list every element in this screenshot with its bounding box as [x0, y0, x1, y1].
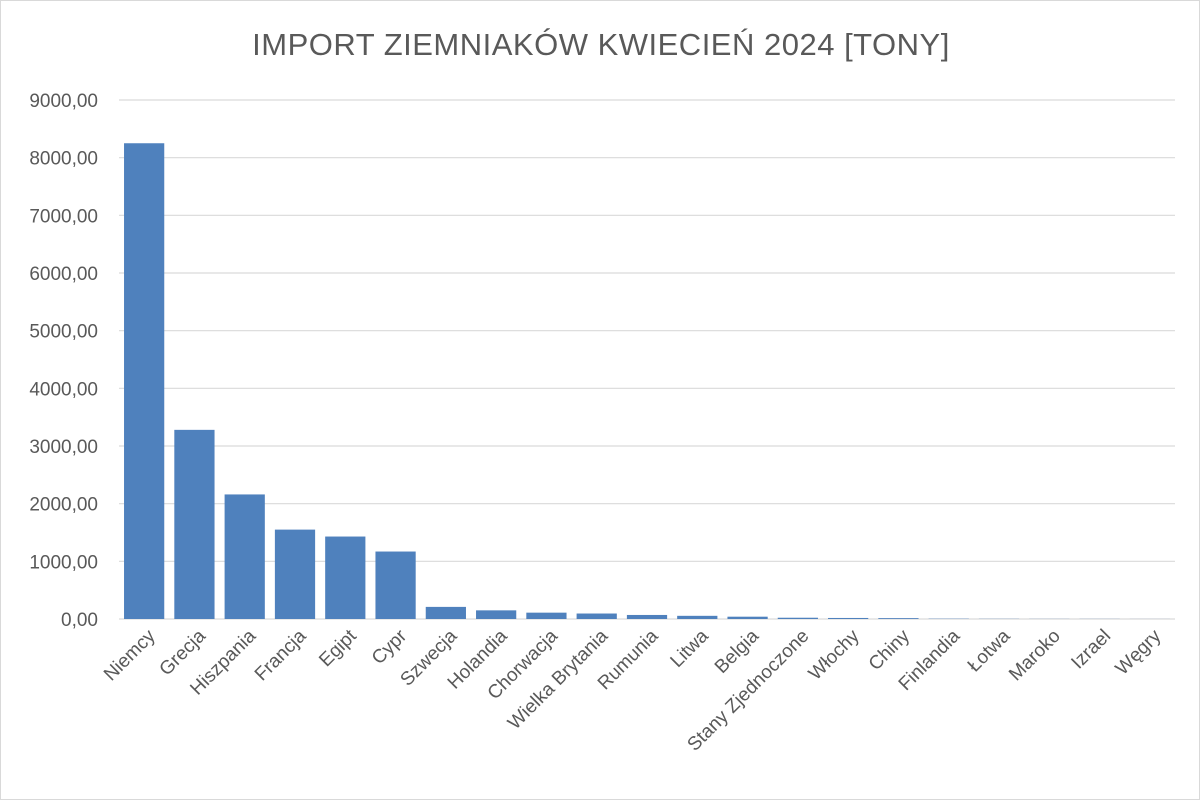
y-tick-label: 9000,00: [29, 91, 98, 112]
y-tick-label: 0,00: [61, 610, 98, 631]
bar-holandia: [476, 610, 516, 619]
y-tick-label: 6000,00: [29, 264, 98, 285]
bar-belgia: [727, 617, 767, 619]
x-category-label: Cypr: [368, 625, 412, 669]
bar-hiszpania: [225, 494, 265, 619]
y-tick-label: 2000,00: [29, 495, 98, 516]
y-tick-label: 5000,00: [29, 322, 98, 343]
bar-grecja: [174, 430, 214, 619]
bar-stany-zjednoczone: [778, 618, 818, 619]
bar-szwecja: [426, 607, 466, 619]
x-category-label: Izrael: [1067, 626, 1115, 674]
bar-egipt: [325, 537, 365, 619]
y-tick-label: 7000,00: [29, 206, 98, 227]
x-category-label: Węgry: [1112, 625, 1166, 679]
bar-litwa: [677, 616, 717, 619]
bar-cypr: [375, 552, 415, 619]
x-category-label: Francja: [251, 625, 311, 685]
y-axis-tick-labels: 0,00 1000,00 2000,00 3000,00 4000,00 5000,00 6…: [29, 91, 98, 631]
bars: [124, 143, 1170, 619]
y-tick-label: 1000,00: [29, 552, 98, 573]
x-category-label: Egipt: [315, 625, 361, 671]
bar-rumunia: [627, 615, 667, 619]
bar-francja: [275, 530, 315, 619]
y-tick-label: 3000,00: [29, 437, 98, 458]
y-tick-label: 4000,00: [29, 379, 98, 400]
bar-niemcy: [124, 143, 164, 619]
bar-wielka-brytania: [577, 614, 617, 619]
bar-chorwacja: [526, 613, 566, 619]
bar-włochy: [828, 618, 868, 619]
y-tick-label: 8000,00: [29, 149, 98, 170]
x-category-label: Litwa: [667, 625, 714, 672]
x-category-label: Maroko: [1005, 626, 1065, 686]
bar-chiny: [878, 618, 918, 619]
x-category-label: Włochy: [805, 625, 864, 684]
x-category-label: Niemcy: [100, 625, 160, 685]
